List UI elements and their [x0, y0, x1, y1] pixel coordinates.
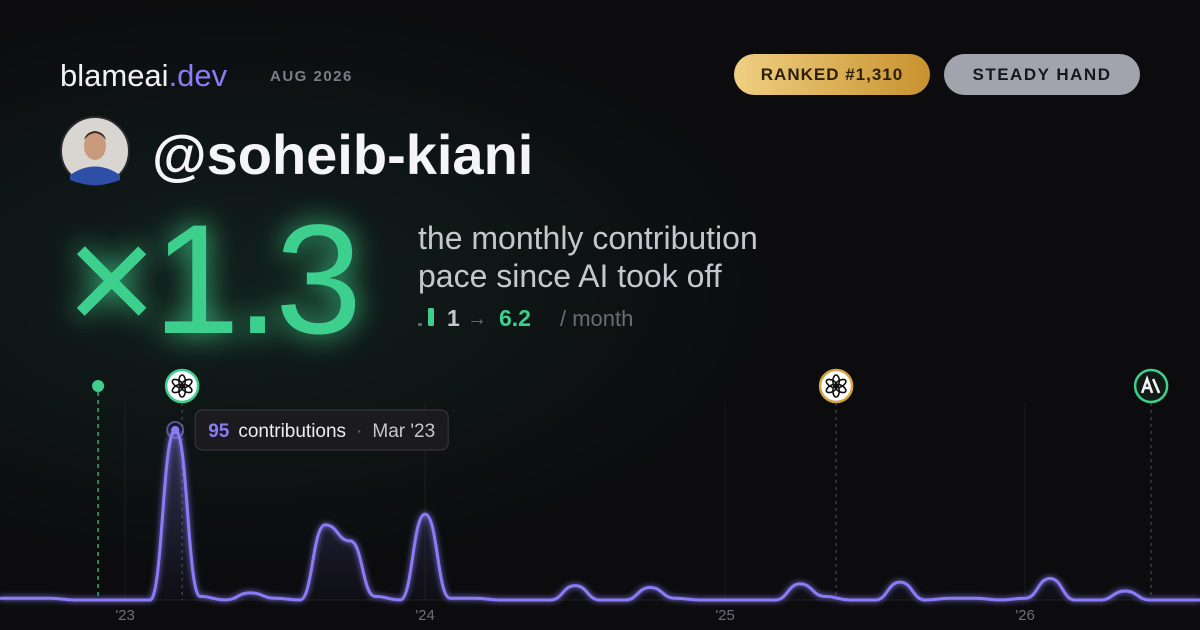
- event-marker: [92, 380, 105, 600]
- brand-suffix: .dev: [169, 58, 228, 93]
- x-tick-label: '25: [715, 607, 735, 624]
- description-line: pace since AI took off: [418, 258, 722, 294]
- highlight-point: [171, 425, 180, 434]
- event-icon-glyph: [1140, 375, 1161, 394]
- tooltip-separator: ·: [356, 421, 362, 442]
- rank-badge-text: RANKED #1,310: [761, 65, 903, 84]
- avatar: [60, 116, 130, 186]
- tooltip-date: Mar '23: [372, 421, 435, 442]
- event-marker: [1133, 368, 1169, 600]
- style-badge-text: STEADY HAND: [973, 65, 1112, 84]
- tooltip-value: 95: [208, 421, 230, 442]
- pace-after: 6.2: [499, 305, 531, 331]
- brand-name: blameai: [60, 58, 169, 93]
- event-icon-petal: [825, 378, 839, 389]
- x-tick-label: '24: [415, 607, 435, 624]
- rank-badge: [734, 54, 930, 95]
- username: @soheib-kiani: [152, 123, 533, 186]
- line: [0, 428, 1200, 602]
- multiplier: ×1.3: [66, 193, 358, 367]
- pace-arrow: →: [467, 308, 487, 330]
- event-dot: [92, 380, 105, 392]
- event-icon-bg: [164, 368, 200, 404]
- style-badge: [944, 54, 1140, 95]
- brand: blameai.dev: [60, 58, 228, 93]
- event-marker: [818, 368, 854, 600]
- tooltip-unit: contributions: [238, 421, 346, 442]
- pace-bar-before: [418, 323, 422, 326]
- event-icon-bg: [1133, 368, 1169, 404]
- x-tick-label: '23: [115, 607, 135, 624]
- event-icon-bg: [818, 368, 854, 404]
- pace-unit: / month: [560, 306, 633, 331]
- description-line: the monthly contribution: [418, 220, 758, 256]
- period: AUG 2026: [270, 68, 353, 85]
- tooltip: [194, 409, 449, 451]
- highlight-ring: [166, 420, 185, 439]
- pace: 1 → 6.2 / month: [447, 305, 633, 331]
- pace-bar-after: [428, 308, 434, 326]
- pace-before: 1: [447, 305, 460, 331]
- event-icon-petal: [171, 378, 185, 389]
- x-tick-label: '26: [1015, 607, 1035, 624]
